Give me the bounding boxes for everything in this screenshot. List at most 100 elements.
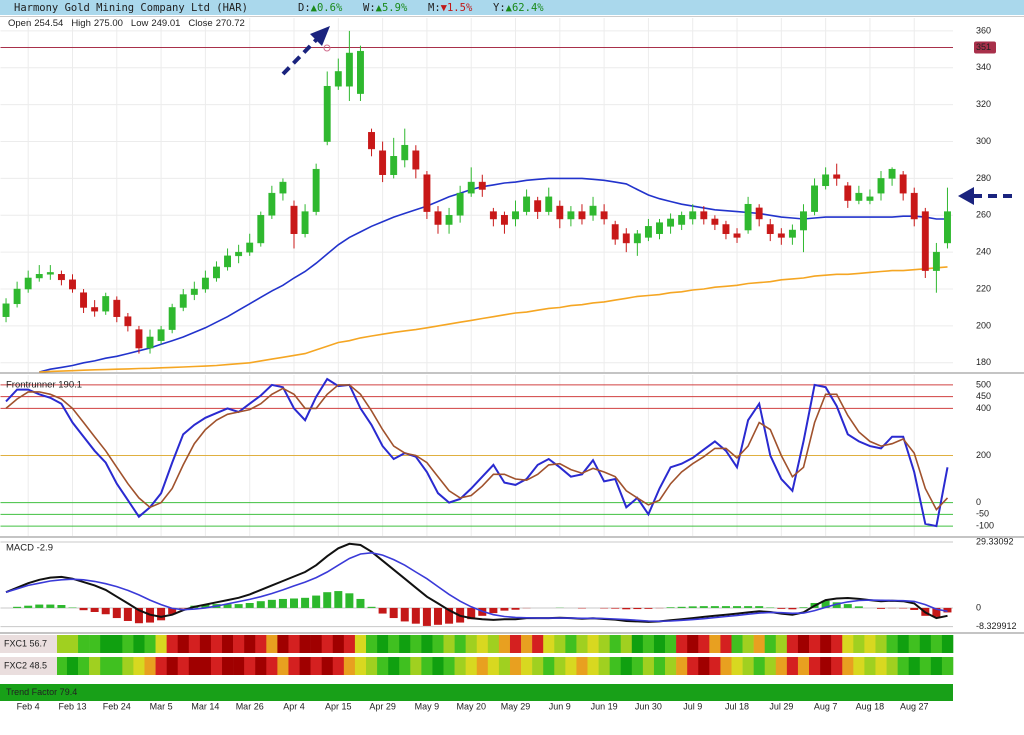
x-tick-label: Feb 4 bbox=[17, 701, 40, 711]
heat-cell bbox=[687, 657, 699, 675]
x-tick-label: Aug 27 bbox=[900, 701, 929, 711]
reference-badge bbox=[974, 41, 996, 54]
histogram-bar bbox=[13, 606, 22, 608]
heat-cell bbox=[432, 635, 444, 653]
heat-cell bbox=[454, 635, 466, 653]
candle-body bbox=[755, 207, 763, 220]
histogram-bar bbox=[278, 598, 287, 608]
candle-body bbox=[467, 181, 475, 194]
heat-cell bbox=[709, 657, 721, 675]
y-tick-label: 360 bbox=[976, 25, 991, 35]
heat-cell bbox=[764, 657, 777, 675]
change-value: ▼1.5% bbox=[441, 2, 473, 14]
histogram-bar bbox=[157, 607, 166, 621]
candle-body bbox=[412, 150, 420, 170]
y-tick-label: 0 bbox=[976, 497, 981, 507]
candle-body bbox=[379, 150, 387, 175]
heat-cell bbox=[332, 635, 345, 653]
heat-cell bbox=[133, 657, 145, 675]
change-label: Y: bbox=[493, 2, 506, 14]
heat-cell bbox=[487, 657, 500, 675]
heat-cell bbox=[354, 657, 367, 675]
heat-cell bbox=[332, 657, 345, 675]
x-tick-label: Mar 26 bbox=[236, 701, 264, 711]
heat-cell bbox=[487, 635, 500, 653]
heat-cell bbox=[476, 635, 489, 653]
candle-body bbox=[678, 215, 686, 225]
x-tick-label: May 20 bbox=[456, 701, 486, 711]
y-tick-label: 450 bbox=[976, 391, 991, 401]
candle-body bbox=[235, 251, 243, 257]
candle-body bbox=[357, 50, 364, 94]
heat-cell bbox=[509, 657, 522, 675]
heat-cell bbox=[66, 657, 79, 675]
heat-cell bbox=[842, 657, 854, 675]
histogram-bar bbox=[755, 606, 764, 608]
heat-cell bbox=[532, 635, 544, 653]
quote-label: Open bbox=[8, 18, 31, 29]
series-line bbox=[5, 377, 949, 528]
candle-body bbox=[390, 156, 398, 175]
heat-cell bbox=[897, 657, 909, 675]
heat-cell bbox=[377, 657, 389, 675]
histogram-bar bbox=[688, 606, 697, 608]
histogram-bar bbox=[123, 607, 132, 621]
series-line bbox=[5, 384, 949, 511]
heat-cell bbox=[144, 657, 156, 675]
histogram-bar bbox=[832, 602, 841, 608]
x-tick-label: Mar 14 bbox=[191, 701, 219, 711]
candle-body bbox=[13, 288, 21, 305]
heat-cell bbox=[321, 657, 334, 675]
heat-cell bbox=[565, 635, 577, 653]
change-label: W: bbox=[363, 2, 376, 14]
histogram-bar bbox=[854, 606, 863, 608]
heat-cell bbox=[853, 657, 865, 675]
heat-cell bbox=[775, 657, 788, 675]
heat-cell bbox=[399, 657, 411, 675]
heat-cell bbox=[842, 635, 854, 653]
candle-body bbox=[855, 192, 863, 201]
heat-cell bbox=[321, 635, 334, 653]
heat-cell bbox=[598, 635, 610, 653]
histogram-bar bbox=[644, 607, 653, 609]
histogram-bar bbox=[777, 607, 786, 609]
heat-cell bbox=[177, 657, 190, 675]
heat-cell bbox=[122, 635, 134, 653]
heat-cell bbox=[343, 635, 356, 653]
histogram-bar bbox=[467, 607, 476, 620]
change-label: D: bbox=[298, 2, 311, 14]
candle-body bbox=[201, 277, 209, 290]
heat-cell bbox=[399, 635, 411, 653]
series-line bbox=[39, 177, 948, 373]
heat-cell bbox=[554, 657, 566, 675]
heat-cell bbox=[731, 657, 743, 675]
candle-body bbox=[611, 224, 619, 240]
heat-cell bbox=[687, 635, 699, 653]
heat-cell bbox=[709, 635, 721, 653]
quote: Open 254.54 High 275.00 Low 249.01 Close 270.72 bbox=[8, 18, 245, 29]
heat-cell bbox=[919, 657, 932, 675]
histogram-bar bbox=[788, 607, 797, 610]
panel-title: MACD -2.9 bbox=[6, 543, 53, 554]
heat-cell bbox=[210, 635, 223, 653]
candle-body bbox=[733, 233, 741, 238]
heat-cell bbox=[177, 635, 190, 653]
heat-cell bbox=[122, 657, 134, 675]
candle-body bbox=[833, 174, 841, 179]
histogram-bar bbox=[445, 607, 454, 624]
arrow-head bbox=[958, 187, 974, 205]
candle-body bbox=[301, 211, 309, 234]
heat-cell bbox=[188, 635, 201, 653]
x-tick-label: Feb 24 bbox=[103, 701, 131, 711]
candle-body bbox=[633, 233, 641, 244]
y-tick-label: -8.329912 bbox=[976, 621, 1017, 631]
heat-cell bbox=[576, 635, 588, 653]
heat-cell bbox=[310, 657, 322, 675]
heat-cell bbox=[365, 657, 378, 675]
candle-body bbox=[888, 168, 896, 179]
x-tick-label: Feb 13 bbox=[58, 701, 86, 711]
histogram-bar bbox=[877, 607, 886, 609]
series-line bbox=[5, 542, 948, 623]
heat-cell bbox=[587, 657, 599, 675]
candle-body bbox=[744, 203, 752, 231]
